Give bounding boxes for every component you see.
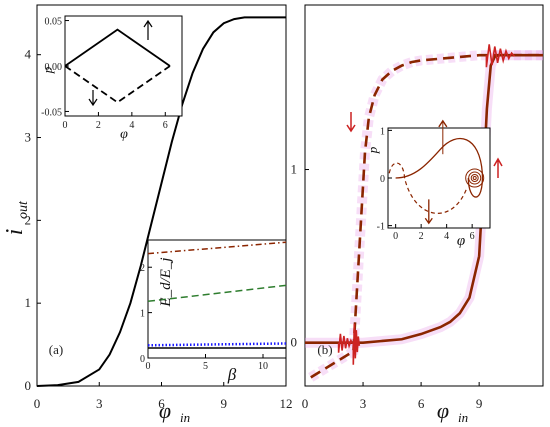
panel-a-series-line xyxy=(36,16,286,387)
inset-a-top-xlabel: φ xyxy=(120,127,128,142)
inset-b-phase-xtick-label: 0 xyxy=(393,231,398,242)
inset-a-top-xtick-label: 0 xyxy=(63,120,68,131)
inset-a-top-xtick-label: 4 xyxy=(129,120,134,131)
panel-a-xlabel-sub: in xyxy=(180,410,190,425)
inset-a-bottom: 0 5 10 0 1 2 β E_d/E_j xyxy=(140,239,287,384)
inset-a-top-xtick-label: 2 xyxy=(96,120,101,131)
panel-a-xtick-label: 9 xyxy=(221,396,228,411)
inset-a-bottom-xtick-label: 0 xyxy=(146,361,151,372)
inset-a-bottom-ytick-label: 0 xyxy=(140,354,145,365)
inset-a-top-line xyxy=(64,28,171,67)
panel-a-ytick-label: 4 xyxy=(25,47,32,62)
panel-b-burst-right xyxy=(485,44,516,68)
inset-b-phase-spiral xyxy=(470,174,479,182)
inset-b-phase-xlabel: φ xyxy=(457,233,465,249)
inset-a-top-frame xyxy=(64,15,183,117)
inset-a-top-ylabel: p xyxy=(40,66,55,74)
inset-b-phase-xtick-label: 6 xyxy=(470,231,475,242)
inset-a-top-arrow-up xyxy=(143,19,153,40)
inset-b-phase-arrow-down xyxy=(424,199,433,225)
panel-b-arrow-down xyxy=(346,112,356,133)
inset-b-phase-spiral xyxy=(465,168,485,188)
inset-b-phase-ytick-label: 1 xyxy=(380,126,385,137)
inset-b-phase-spiral xyxy=(472,176,477,180)
inset-b-phase-xtick-label: 4 xyxy=(444,231,449,242)
inset-a-top-ytick-label: 0.05 xyxy=(45,17,63,28)
inset-a-bottom-xlabel: β xyxy=(227,365,237,384)
panel-b-label: (b) xyxy=(317,342,332,357)
inset-a-top: 0 2 4 6 -0.05 0.00 0.05 φ p xyxy=(40,15,183,142)
inset-b-phase-arrow-up-head xyxy=(438,119,448,128)
inset-b-phase-xtick-label: 2 xyxy=(419,231,424,242)
inset-a-bottom-line xyxy=(147,241,287,255)
panel-b-xtick-label: 6 xyxy=(418,396,425,411)
inset-b-phase-solid xyxy=(395,137,484,198)
inset-a-bottom-ylabel: E_d/E_j xyxy=(158,257,174,307)
panel-b-arrow-up xyxy=(493,157,503,178)
panel-a-xtick-label: 6 xyxy=(158,396,165,411)
inset-b-phase-ylabel: p xyxy=(365,146,380,154)
panel-b-series-glow xyxy=(308,50,543,382)
panel-a-label: (a) xyxy=(49,342,63,357)
inset-b-phase-spiral xyxy=(468,171,482,185)
inset-a-top-xtick-label: 6 xyxy=(163,120,168,131)
panel-a-ylabel: i xyxy=(2,229,28,236)
panel-b-xtick-label: 0 xyxy=(302,396,309,411)
inset-a-bottom-line xyxy=(147,284,287,303)
panel-b-xlabel: φ xyxy=(437,398,449,423)
panel-b-burst-left xyxy=(337,333,354,353)
inset-a-bottom-ytick-label: 1 xyxy=(140,309,145,320)
panel-a-ylabel-sub: out xyxy=(16,200,31,219)
inset-b-phase-dashed xyxy=(388,162,468,214)
panel-b-frame xyxy=(304,4,544,387)
inset-a-top-ytick-label: -0.05 xyxy=(41,107,62,118)
panel-a-ytick-label: 0 xyxy=(25,378,32,393)
panel-b-xtick-label: 3 xyxy=(360,396,367,411)
panel-a-xtick-label: 3 xyxy=(96,396,103,411)
panel-a-xlabel: φ xyxy=(159,398,171,423)
panel-b-ytick-label: 1 xyxy=(291,162,298,177)
panel-a-ytick-label: 2 xyxy=(25,212,32,227)
inset-b-phase-ytick-label: 0 xyxy=(380,174,385,185)
inset-a-top-ytick-label: 0.00 xyxy=(45,62,63,73)
panel-b-ytick-label: 0 xyxy=(291,335,298,350)
inset-a-bottom-xtick-label: 10 xyxy=(258,361,268,372)
panel-a-ytick-label: 3 xyxy=(25,130,32,145)
inset-a-bottom-xtick-label: 5 xyxy=(203,361,208,372)
inset-a-top-arrow-down xyxy=(88,90,98,107)
panel-a-ytick-label: 1 xyxy=(25,295,32,310)
inset-b-phase: 0 2 4 6 -1 0 1 φ p xyxy=(365,119,491,249)
panel-b-burst-mid xyxy=(352,323,361,365)
panel-a-xtick-label: 12 xyxy=(280,396,293,411)
panel-b-xlabel-sub: in xyxy=(458,410,468,425)
panel-a-xtick-label: 0 xyxy=(34,396,41,411)
panel-b-xtick-label: 9 xyxy=(476,396,483,411)
inset-a-bottom-ytick-label: 2 xyxy=(140,263,145,274)
inset-b-phase-ytick-label: -1 xyxy=(377,222,385,233)
